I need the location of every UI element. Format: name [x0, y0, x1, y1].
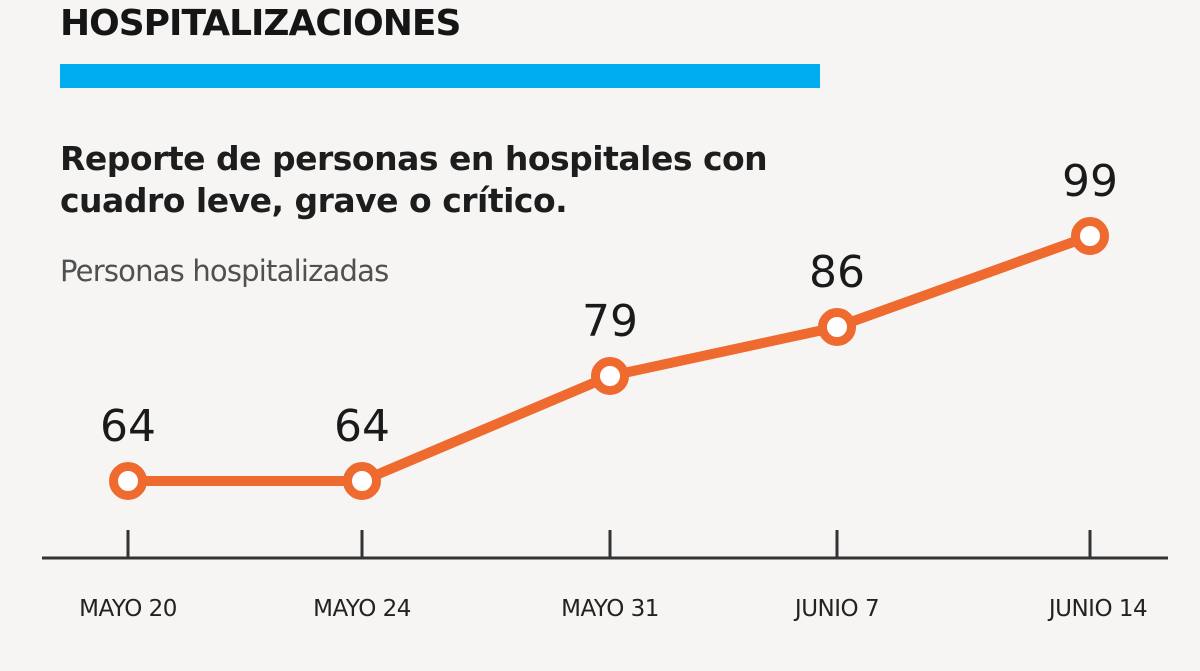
title-accent-bar [60, 64, 820, 88]
x-tick-label: MAYO 20 [79, 596, 177, 622]
data-point [1071, 217, 1109, 255]
x-tick-label: MAYO 24 [313, 596, 411, 622]
x-tick-label: JUNIO 7 [793, 596, 879, 622]
data-point [591, 357, 629, 395]
page-title: HOSPITALIZACIONES [60, 3, 461, 44]
data-point [343, 462, 381, 500]
data-label: 86 [809, 247, 865, 298]
x-tick-label: JUNIO 14 [1047, 596, 1147, 622]
data-label: 64 [334, 401, 390, 452]
data-label: 79 [582, 296, 638, 347]
data-point [109, 462, 147, 500]
x-tick-label: MAYO 31 [561, 596, 659, 622]
y-axis-label: Personas hospitalizadas [60, 254, 389, 288]
chart-subtitle: Reporte de personas en hospitales con cu… [60, 139, 768, 220]
data-point [818, 308, 856, 346]
data-label: 99 [1062, 156, 1118, 207]
data-label: 64 [100, 401, 156, 452]
